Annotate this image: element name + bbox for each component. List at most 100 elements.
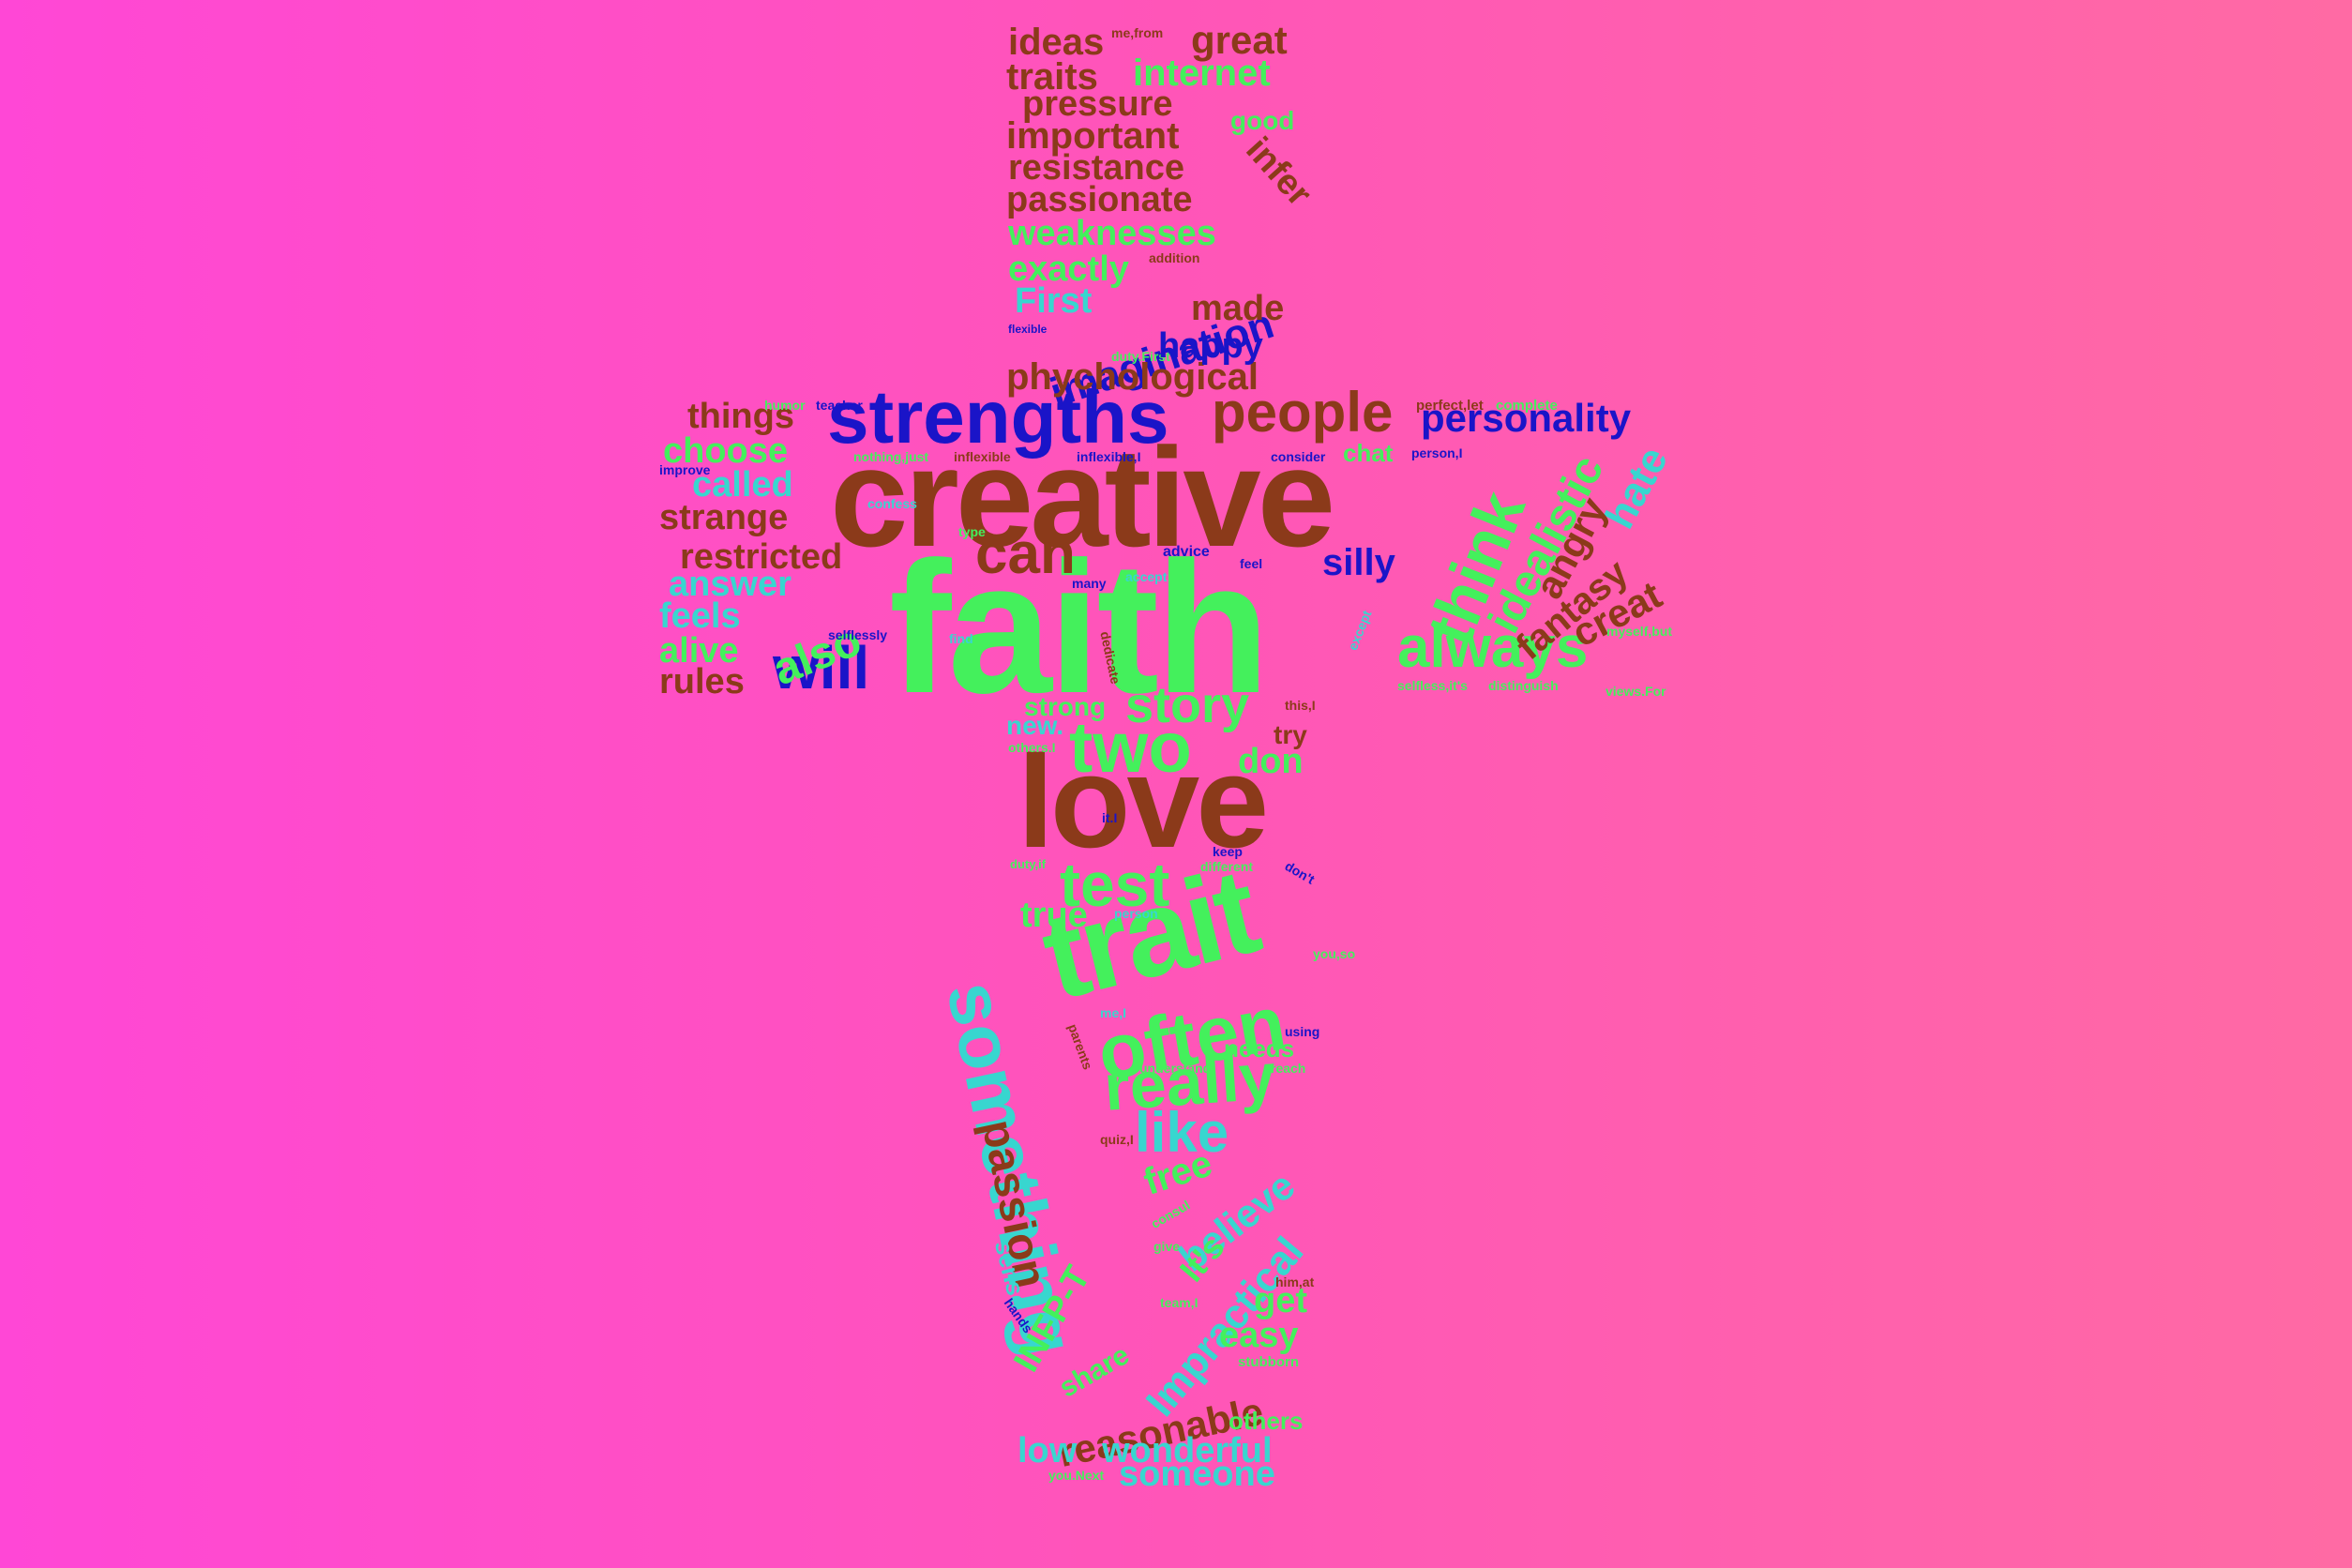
cloud-word: distinguish [1488,678,1559,693]
cloud-word: many [1072,576,1107,591]
cloud-word: keep [1213,844,1243,859]
cloud-word: traits [1006,56,1098,98]
cloud-word: you,so [1313,946,1356,961]
cloud-word: find [949,631,973,646]
cloud-word: flexible [1008,323,1048,336]
cloud-word: try [1274,720,1307,749]
cloud-word: reach [1271,1061,1306,1076]
cloud-word: needs [1224,1034,1295,1063]
cloud-word: happy [1158,326,1263,366]
cloud-word: inflexible,I [1077,449,1141,464]
cloud-word: accept [1125,569,1168,584]
cloud-word: addition [1149,250,1200,265]
cloud-word: faith [889,523,1270,732]
cloud-word: will [773,634,870,701]
cloud-word: feels [659,596,741,636]
cloud-word: selfless,it's [1397,678,1468,693]
cloud-word: him,at [1275,1274,1315,1289]
cloud-word: test [1060,850,1170,919]
cloud-word: pressure [1022,84,1173,124]
cloud-word: this,I [1285,698,1316,713]
cloud-word: ideas [1008,22,1105,63]
cloud-word: you.Next [1048,1468,1105,1483]
cloud-word: people [1212,381,1394,444]
cloud-word: someone [1119,1455,1275,1494]
cloud-word: don't [1282,858,1318,887]
cloud-word: answer [669,565,792,604]
cloud-word: new. [1006,711,1064,740]
cloud-word: chat [1343,439,1394,467]
cloud-word: humor [764,398,806,413]
cloud-word: quiz,I [1100,1132,1134,1147]
cloud-word: give [1153,1239,1181,1254]
cloud-word: wonderful [1102,1431,1273,1470]
cloud-word: teacher [816,398,863,413]
cloud-word: great [1191,18,1288,62]
cloud-word: views.For [1606,684,1666,699]
cloud-word: selflessly [828,627,888,642]
cloud-word: First [1015,281,1093,321]
cloud-word: important [1006,115,1180,157]
cloud-word: made [1191,289,1285,328]
cloud-word: person,I [1411,445,1463,460]
cloud-word: me,I [1100,1005,1127,1020]
cloud-word: parents [1064,1021,1096,1072]
cloud-word: consul [1148,1197,1193,1231]
cloud-word: low [1018,1431,1078,1470]
cloud-word: strange [659,498,789,537]
cloud-word: alive [659,631,739,671]
cloud-word: myself,but [1606,624,1673,639]
cloud-word: exactly [1008,249,1129,289]
cloud-word: rules [659,662,745,701]
cloud-word: perfect,let [1416,398,1484,414]
cloud-word: different [1200,859,1253,874]
cloud-word: restricted [680,537,843,577]
cloud-word: story [1125,677,1250,733]
cloud-word: confess [867,496,917,511]
cloud-word: using [1285,1024,1320,1039]
cloud-word: strengths [827,375,1169,459]
cloud-word: choose [663,431,789,471]
cloud-word: things [687,397,794,436]
cloud-word: complete [1496,398,1558,414]
cloud-word: it.I [1102,810,1118,825]
cloud-word: always [1397,615,1589,680]
cloud-word: passionate [1006,180,1193,219]
cloud-word: improve [659,462,711,477]
cloud-word: person [1114,906,1158,921]
cloud-word: silly [1322,542,1395,583]
cloud-word: hate [1596,439,1678,536]
cloud-word: two [1069,708,1192,788]
cloud-word: personality [1421,396,1632,440]
cloud-word: infer [1238,129,1319,214]
cloud-word: feel [1240,556,1263,571]
cloud-word: nothing,just [853,449,929,464]
cloud-word: others [1229,1407,1304,1435]
cloud-word: get [1254,1281,1307,1320]
cloud-word: resistance [1008,148,1185,188]
cloud-word: don [1238,742,1304,781]
cloud-word: good [1230,106,1295,135]
cloud-word: me,from [1111,25,1164,40]
cloud-word: type [958,524,986,539]
cloud-word: called [692,465,793,505]
cloud-word: stubborn [1238,1354,1299,1370]
cloud-word: understand [1139,1061,1212,1076]
cloud-word: true [1020,896,1088,935]
cloud-word: consider [1271,449,1326,464]
cloud-word: can [975,521,1076,586]
cloud-word: phychological [1006,356,1259,398]
cloud-word: like [1135,1101,1229,1164]
cloud-word: love [1018,728,1269,875]
cloud-word: strong [1024,692,1107,721]
cloud-word: easy [1219,1316,1299,1355]
cloud-word: duty,if [1010,857,1047,871]
cloud-word: except [1345,608,1375,653]
cloud-word: advice [1163,544,1210,560]
cloud-word: team,I [1160,1295,1199,1310]
cloud-word: weaknesses [1008,214,1216,253]
cloud-word: inflexible [954,449,1011,464]
cloud-word: creative [830,418,1335,576]
cloud-word: others.I [1008,740,1056,755]
